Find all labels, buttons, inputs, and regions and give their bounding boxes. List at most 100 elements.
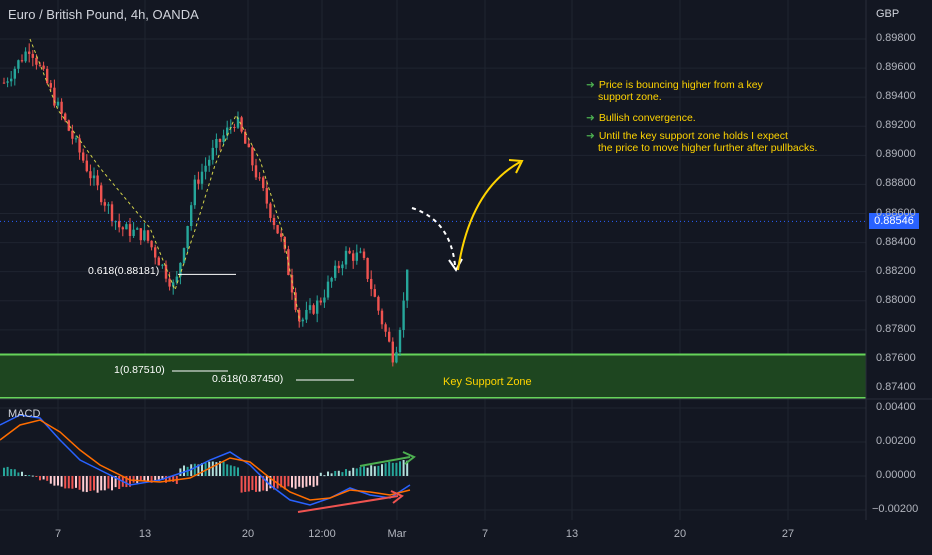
candle-body — [254, 165, 258, 178]
macd-label: MACD — [8, 408, 41, 420]
macd-histogram-bar — [211, 461, 214, 476]
candle-body — [92, 175, 96, 179]
macd-histogram-bar — [291, 476, 293, 488]
candle-body — [251, 147, 254, 166]
annotation-bullet: ➜ Bullish convergence. — [586, 112, 696, 124]
histogram-trend-line — [359, 456, 411, 467]
candle-body — [287, 249, 290, 276]
macd-histogram-bar — [125, 476, 128, 488]
candle-body — [280, 233, 283, 237]
fib-label-one: 1(0.87510) — [114, 364, 165, 376]
candle-body — [312, 305, 315, 314]
candle-body — [222, 135, 225, 143]
macd-histogram-bar — [193, 463, 196, 476]
candle-body — [53, 87, 56, 106]
price-tick-label: 0.87600 — [876, 351, 916, 364]
macd-histogram-bar — [269, 476, 272, 489]
candle-body — [334, 265, 337, 278]
candle-body — [402, 300, 405, 331]
macd-histogram-bar — [366, 467, 369, 476]
candle-body — [283, 236, 286, 250]
current-price-tag: 0.88546 — [869, 213, 919, 229]
macd-histogram-bar — [294, 476, 297, 489]
price-tick-label: 0.89800 — [876, 32, 916, 44]
candle-body — [168, 278, 171, 287]
candle-body — [103, 202, 106, 206]
candle-body — [391, 341, 394, 363]
price-tick-label: 0.88400 — [876, 235, 916, 248]
candle-body — [355, 252, 358, 261]
macd-histogram-bar — [53, 476, 56, 486]
candle-body — [272, 217, 276, 226]
annotation-line: support zone. — [598, 91, 662, 103]
macd-histogram-bar — [197, 464, 200, 476]
candle-body — [42, 65, 45, 69]
macd-histogram-bar — [39, 476, 41, 481]
macd-histogram-bar — [3, 467, 5, 476]
arrow-bullet-icon: ➜ — [586, 130, 595, 142]
macd-histogram-bar — [172, 476, 175, 482]
time-tick-label: 13 — [138, 528, 152, 540]
macd-histogram-bar — [64, 476, 67, 489]
candle-body — [128, 224, 132, 236]
macd-histogram-bar — [35, 476, 38, 477]
candle-body — [49, 83, 52, 88]
macd-histogram-bar — [262, 476, 265, 491]
candle-body — [290, 275, 294, 293]
macd-histogram-bar — [100, 476, 103, 491]
candle-body — [107, 204, 110, 206]
candle-body — [35, 57, 38, 65]
candle-body — [204, 165, 207, 172]
candle-body — [182, 248, 186, 263]
support-zone-label: Key Support Zone — [443, 376, 532, 388]
candle-body — [236, 117, 240, 128]
macd-histogram-bar — [219, 461, 221, 476]
candle-body — [301, 319, 304, 322]
macd-histogram-bar — [96, 476, 99, 493]
candle-body — [125, 224, 128, 230]
macd-histogram-bar — [78, 476, 81, 490]
macd-histogram-bar — [316, 476, 319, 486]
macd-histogram-bar — [132, 476, 135, 483]
chart-title: Euro / British Pound, 4h, OANDA — [8, 7, 199, 22]
currency-label: GBP — [876, 8, 900, 20]
macd-histogram-bar — [273, 476, 275, 490]
annotation-line: Bullish convergence. — [598, 112, 696, 124]
price-tick-label: 0.89400 — [876, 90, 916, 103]
macd-histogram-bar — [31, 475, 34, 477]
time-tick-label: 20 — [241, 528, 255, 540]
candle-body — [341, 264, 344, 269]
fib-label-lower: 0.618(0.87450) — [212, 373, 284, 385]
candle-body — [276, 225, 279, 234]
candle-body — [348, 250, 351, 254]
macd-histogram-bar — [42, 476, 45, 480]
macd-histogram-bar — [21, 471, 23, 476]
candle-body — [377, 296, 380, 311]
macd-histogram-bar — [402, 460, 405, 476]
candle-body — [71, 130, 74, 139]
candle-body — [118, 221, 121, 228]
macd-histogram-bar — [370, 465, 373, 476]
candle-body — [359, 251, 362, 253]
macd-histogram-bar — [301, 476, 304, 488]
candle-body — [164, 264, 168, 279]
macd-histogram-bar — [330, 473, 333, 476]
candle-body — [265, 188, 268, 204]
macd-histogram-bar — [287, 476, 290, 487]
candle-body — [175, 276, 178, 283]
candle-body — [10, 78, 13, 82]
macd-histogram-bar — [312, 476, 315, 487]
arrow-bullet-icon: ➜ — [586, 112, 595, 124]
macd-histogram-bar — [348, 470, 351, 476]
macd-histogram-bar — [355, 468, 358, 476]
macd-histogram-bar — [255, 476, 257, 492]
macd-histogram-bar — [377, 465, 380, 476]
candle-body — [373, 289, 376, 297]
time-tick-label: 12:00 — [308, 528, 336, 540]
macd-histogram-bar — [154, 476, 157, 482]
macd-histogram-bar — [85, 476, 88, 493]
macd-histogram-bar — [381, 464, 383, 476]
macd-histogram-bar — [352, 467, 355, 476]
